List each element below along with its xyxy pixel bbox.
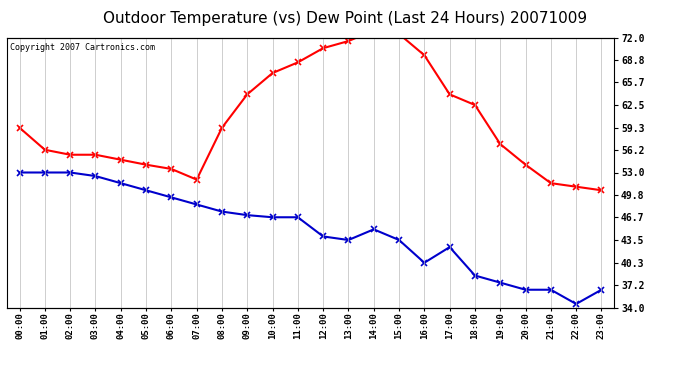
Text: Copyright 2007 Cartronics.com: Copyright 2007 Cartronics.com: [10, 43, 155, 52]
Text: Outdoor Temperature (vs) Dew Point (Last 24 Hours) 20071009: Outdoor Temperature (vs) Dew Point (Last…: [103, 11, 587, 26]
